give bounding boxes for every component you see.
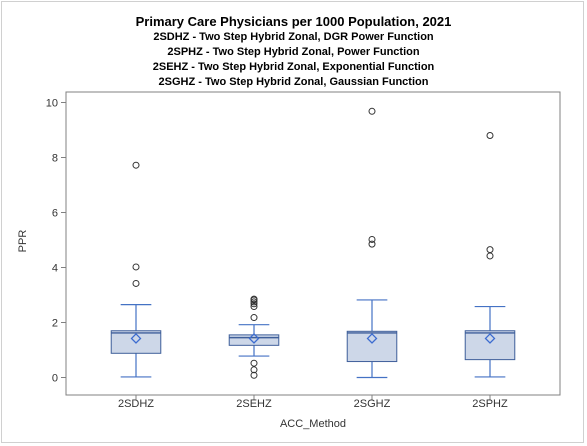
x-tick-label: 2SDHZ xyxy=(118,398,154,410)
outlier-point xyxy=(486,132,494,139)
y-tick-label: 6 xyxy=(52,208,58,220)
outlier-point xyxy=(250,303,258,311)
mean-marker xyxy=(366,333,378,344)
outlier-point xyxy=(250,359,258,367)
iqr-box xyxy=(110,330,162,354)
box-2sehz xyxy=(228,295,280,379)
y-tick-label: 8 xyxy=(52,153,58,165)
outlier-point xyxy=(250,298,258,306)
x-axis-label: ACC_Method xyxy=(280,418,346,430)
box-2sphz xyxy=(464,132,516,378)
outlier-point xyxy=(132,279,140,287)
chart-title: Primary Care Physicians per 1000 Populat… xyxy=(135,14,452,29)
iqr-box xyxy=(464,330,516,361)
y-tick-label: 4 xyxy=(52,263,58,275)
box-2sghz xyxy=(346,107,398,379)
x-tick-label: 2SPHZ xyxy=(472,398,508,410)
x-tick-label: 2SGHZ xyxy=(354,398,391,410)
outlier-point xyxy=(368,235,376,243)
chart-subtitle-4: 2SGHZ - Two Step Hybrid Zonal, Gaussian … xyxy=(158,76,429,88)
y-axis: 0 2 4 6 8 10 xyxy=(46,98,66,385)
y-axis-label: PPR xyxy=(17,230,29,253)
boxes-layer xyxy=(110,107,516,379)
mean-marker xyxy=(130,333,142,344)
chart-subtitle-3: 2SEHZ - Two Step Hybrid Zonal, Exponenti… xyxy=(152,61,435,73)
outlier-point xyxy=(250,300,258,308)
outlier-point xyxy=(250,314,258,322)
outlier-point xyxy=(250,295,258,303)
outlier-point xyxy=(250,366,258,374)
chart-titles: Primary Care Physicians per 1000 Populat… xyxy=(0,14,587,90)
mean-marker xyxy=(248,333,260,344)
plot-area xyxy=(65,91,561,396)
outlier-point xyxy=(486,252,494,260)
chart-subtitle-1: 2SDHZ - Two Step Hybrid Zonal, DGR Power… xyxy=(153,31,434,43)
box-2sdhz xyxy=(110,161,162,378)
mean-marker xyxy=(484,333,496,344)
y-tick-label: 10 xyxy=(46,98,58,110)
outlier-point xyxy=(486,246,494,254)
y-tick-label: 2 xyxy=(52,318,58,330)
outlier-point xyxy=(132,161,140,169)
y-tick-label: 0 xyxy=(52,373,58,385)
outlier-point xyxy=(368,107,376,115)
outlier-point xyxy=(368,240,376,248)
chart-subtitle-2: 2SPHZ - Two Step Hybrid Zonal, Power Fun… xyxy=(167,46,420,58)
iqr-box xyxy=(228,334,280,346)
x-tick-label: 2SEHZ xyxy=(236,398,272,410)
x-axis: 2SDHZ 2SEHZ 2SGHZ 2SPHZ xyxy=(118,395,508,410)
iqr-box xyxy=(346,330,398,363)
outlier-point xyxy=(132,263,140,271)
